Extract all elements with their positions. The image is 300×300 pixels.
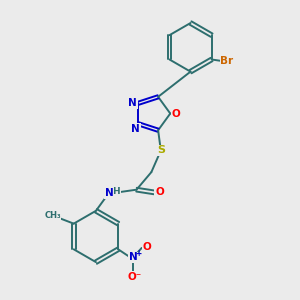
Text: CH₃: CH₃ bbox=[44, 211, 61, 220]
Text: H: H bbox=[112, 187, 120, 196]
Text: N: N bbox=[131, 124, 140, 134]
Text: +: + bbox=[135, 249, 141, 258]
Text: N: N bbox=[129, 252, 137, 262]
Text: S: S bbox=[157, 146, 165, 155]
Text: N: N bbox=[105, 188, 113, 198]
Text: O: O bbox=[172, 109, 181, 118]
Text: N: N bbox=[128, 98, 137, 108]
Text: Br: Br bbox=[220, 56, 234, 66]
Text: O: O bbox=[142, 242, 151, 252]
Text: O⁻: O⁻ bbox=[127, 272, 142, 282]
Text: O: O bbox=[155, 188, 164, 197]
